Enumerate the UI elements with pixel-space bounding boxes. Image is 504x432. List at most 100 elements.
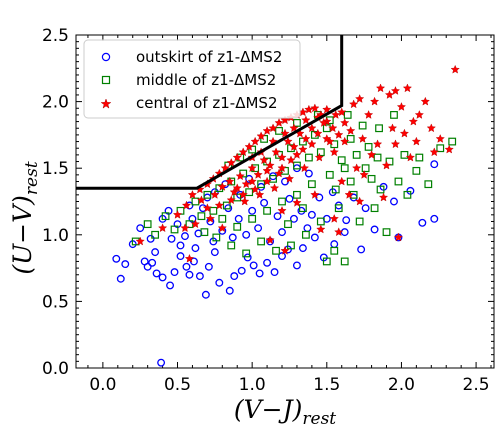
data-point-middle [299, 204, 307, 213]
series-2 [135, 64, 460, 263]
data-point-middle [233, 222, 242, 231]
data-point-outskirt [225, 286, 234, 295]
data-point-middle [346, 134, 355, 143]
legend-item-outskirt: outskirt of z1-ΔMS2 [101, 48, 282, 66]
legend-marker-square [101, 75, 111, 85]
data-point-outskirt [170, 268, 179, 277]
data-point-central [214, 200, 224, 210]
data-point-central [329, 213, 339, 223]
data-point-outskirt [285, 194, 294, 203]
legend-label-central: central of z1-ΔMS2 [136, 94, 277, 112]
data-point-central [238, 147, 248, 157]
legend-label-outskirt: outskirt of z1-ΔMS2 [136, 48, 282, 66]
data-point-middle [412, 166, 421, 175]
data-point-central [250, 136, 260, 146]
data-point-middle [330, 246, 339, 255]
data-point-central [313, 128, 323, 138]
y-axis-label-main: (U−V) [8, 195, 37, 275]
data-point-middle [284, 220, 292, 229]
data-point-middle [382, 228, 391, 237]
data-point-outskirt [143, 262, 152, 271]
data-point-outskirt [270, 268, 279, 277]
data-point-middle [212, 233, 221, 242]
data-point-central [426, 123, 436, 133]
data-point-central [292, 198, 302, 207]
data-point-central [322, 104, 332, 114]
data-point-central [226, 158, 236, 167]
y-tick-label: 1.5 [42, 159, 69, 179]
data-point-middle [448, 137, 457, 146]
data-point-middle [293, 161, 301, 170]
series-0 [112, 160, 439, 367]
data-point-central [274, 118, 284, 127]
data-point-central [289, 123, 299, 133]
data-point-central [352, 163, 362, 173]
data-point-outskirt [357, 245, 366, 254]
data-point-outskirt [195, 272, 204, 281]
data-point-central [310, 103, 320, 113]
data-point-central [414, 110, 424, 119]
data-point-middle [400, 150, 409, 159]
data-point-central [202, 203, 212, 213]
legend: outskirt of z1-ΔMS2 middle of z1-ΔMS2 ce… [83, 39, 301, 119]
data-point-central [307, 139, 317, 149]
data-point-central [334, 130, 344, 139]
data-point-central [181, 200, 192, 210]
data-point-outskirt [237, 266, 246, 275]
data-point-central [277, 152, 287, 162]
data-point-outskirt [148, 258, 157, 267]
data-point-outskirt [310, 233, 319, 242]
data-point-central [307, 123, 317, 133]
data-point-central [284, 174, 295, 183]
data-point-central [337, 176, 347, 186]
data-point-middle [340, 164, 349, 173]
data-point-middle [143, 220, 152, 229]
data-point-middle [331, 185, 340, 194]
data-point-middle [233, 193, 242, 202]
x-tick-label: 0.5 [164, 375, 191, 395]
data-point-middle [200, 228, 209, 237]
data-point-central [364, 110, 374, 119]
data-point-middle [355, 217, 364, 226]
data-point-central [429, 147, 439, 157]
data-point-central [259, 155, 269, 165]
data-point-central [355, 196, 365, 206]
data-point-outskirt [278, 252, 286, 261]
data-point-central [358, 134, 368, 143]
data-point-central [289, 142, 299, 151]
data-point-central [420, 96, 430, 106]
y-axis-label-sub: rest [22, 161, 42, 195]
data-point-central [396, 102, 407, 111]
data-point-outskirt [234, 214, 243, 223]
data-point-middle [248, 214, 257, 223]
data-point-central [301, 115, 311, 125]
data-point-middle [245, 188, 254, 197]
data-point-central [310, 190, 320, 199]
data-point-middle [394, 177, 403, 186]
data-point-outskirt [228, 233, 237, 242]
data-point-outskirt [176, 252, 185, 261]
data-point-middle [304, 153, 313, 162]
data-point-outskirt [307, 210, 316, 219]
data-point-outskirt [263, 258, 272, 267]
data-point-central [256, 131, 266, 141]
data-point-central [196, 195, 206, 205]
data-point-middle [340, 257, 349, 266]
data-point-outskirt [418, 218, 427, 227]
data-point-central [387, 123, 398, 133]
data-point-central [262, 176, 272, 186]
data-point-middle [227, 241, 236, 250]
data-point-central [381, 160, 392, 170]
data-point-middle [415, 153, 424, 162]
data-point-outskirt [292, 261, 301, 270]
data-point-central [229, 187, 239, 197]
data-point-outskirt [166, 281, 174, 290]
data-point-outskirt [254, 224, 263, 233]
tick-labels: 0.0 0.5 1.0 1.5 2.0 2.5 0.0 0.5 1.0 1.5 2.0 2.5 [42, 26, 490, 395]
data-point-central [217, 182, 227, 191]
data-point-middle [334, 204, 343, 213]
data-point-outskirt [242, 230, 251, 239]
data-point-middle [293, 119, 301, 127]
data-point-middle [218, 214, 227, 223]
